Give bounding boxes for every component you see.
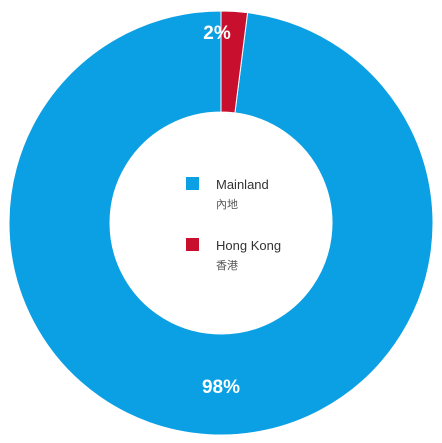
slice-label-hong-kong: 2% [203, 23, 231, 44]
slice-mainland [8, 10, 434, 436]
legend-label-hong-kong: Hong Kong [216, 238, 281, 253]
legend-label-mainland-zh: 內地 [216, 198, 238, 211]
legend: Mainland 內地 Hong Kong 香港 [186, 177, 281, 272]
slice-labels-group: 98% 2% [202, 23, 240, 398]
legend-item-mainland: Mainland 內地 [186, 177, 269, 211]
slice-hong-kong [220, 10, 249, 114]
legend-label-hong-kong-zh: 香港 [216, 259, 238, 272]
slices-group [8, 10, 434, 436]
legend-swatch-mainland [186, 177, 199, 190]
legend-item-hong-kong: Hong Kong 香港 [186, 238, 281, 272]
legend-label-mainland: Mainland [216, 177, 269, 192]
slice-label-mainland: 98% [202, 377, 240, 398]
legend-swatch-hong-kong [186, 238, 199, 251]
